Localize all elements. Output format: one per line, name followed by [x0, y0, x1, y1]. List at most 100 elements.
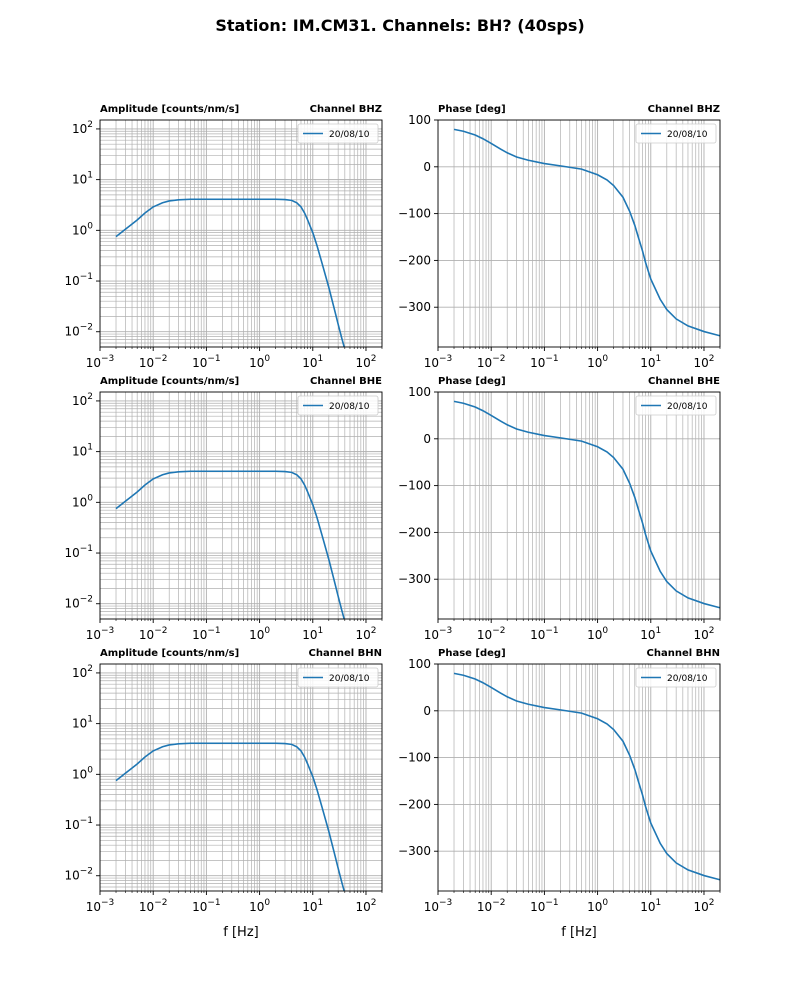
y-tick-label: 10−1 [64, 272, 93, 288]
legend-label: 20/08/10 [667, 674, 708, 684]
series-line [453, 128, 720, 337]
legend-label: 20/08/10 [329, 130, 370, 140]
channel-title: Channel BHE [310, 376, 382, 387]
x-axis-label: f [Hz] [223, 925, 258, 940]
x-tick-label: 10−2 [477, 626, 506, 642]
channel-title: Channel BHZ [310, 104, 382, 115]
chart-panel-amplitude-bhn: 10−3 10−2 10−1 100 101 102 10−2 10−1 100 101 102 Am… [64, 648, 383, 940]
y-tick-label: 101 [72, 715, 93, 731]
x-tick-label: 10−2 [139, 354, 168, 370]
legend-box [635, 395, 717, 416]
y-tick-label: −200 [398, 525, 431, 539]
x-tick-label: 101 [640, 626, 661, 642]
axes-frame [99, 391, 383, 620]
series-line [115, 470, 346, 619]
legend-box [297, 123, 379, 144]
y-tick-label: 102 [72, 392, 93, 408]
y-tick-label: 100 [408, 113, 431, 127]
y-tick-label: 101 [72, 443, 93, 459]
channel-title: Channel BHN [647, 648, 721, 659]
grid-lines [438, 392, 720, 619]
y-tick-label: 100 [72, 765, 93, 781]
series-line [453, 400, 720, 609]
series-line [453, 672, 720, 881]
x-tick-label: 10−1 [192, 354, 221, 370]
x-tick-label: 10−1 [192, 626, 221, 642]
grid-lines [438, 120, 720, 347]
x-tick-label: 100 [587, 354, 608, 370]
legend-box [635, 667, 717, 688]
page-title: Station: IM.CM31. Channels: BH? (40sps) [215, 16, 585, 35]
series-line [115, 198, 346, 347]
legend-label: 20/08/10 [329, 674, 370, 684]
panel-title-left: Phase [deg] [438, 376, 506, 387]
x-tick-label: 10−3 [424, 354, 453, 370]
legend-label: 20/08/10 [667, 130, 708, 140]
x-tick-label: 10−3 [424, 898, 453, 914]
x-tick-label: 10−1 [530, 626, 559, 642]
grid-lines [100, 392, 382, 619]
y-tick-label: −200 [398, 797, 431, 811]
y-tick-label: 101 [72, 171, 93, 187]
axes-frame [437, 663, 721, 892]
legend-label: 20/08/10 [667, 402, 708, 412]
panel-title-left: Amplitude [counts/nm/s] [100, 376, 239, 387]
legend-box [297, 395, 379, 416]
x-tick-label: 102 [355, 354, 376, 370]
panel-title-left: Amplitude [counts/nm/s] [100, 104, 239, 115]
x-tick-label: 10−1 [192, 898, 221, 914]
chart-panel-phase-bhz: 10−3 10−2 10−1 100 101 102 100 0 −100 −200 −300 Pha… [398, 104, 721, 370]
legend-box [635, 123, 717, 144]
y-tick-label: 102 [72, 120, 93, 136]
panel-title-left: Phase [deg] [438, 104, 506, 115]
y-tick-label: −200 [398, 253, 431, 267]
axes-frame [437, 119, 721, 348]
x-tick-label: 101 [640, 354, 661, 370]
y-tick-label: −100 [398, 207, 431, 221]
legend-label: 20/08/10 [329, 402, 370, 412]
y-tick-label: 102 [72, 664, 93, 680]
panel-title-left: Amplitude [counts/nm/s] [100, 648, 239, 659]
x-tick-label: 100 [587, 626, 608, 642]
x-tick-label: 102 [693, 626, 714, 642]
grid-lines [100, 664, 382, 891]
x-tick-label: 102 [355, 626, 376, 642]
axes-frame [437, 391, 721, 620]
grid-lines [438, 664, 720, 891]
x-tick-label: 100 [249, 354, 270, 370]
y-tick-label: −300 [398, 844, 431, 858]
y-tick-label: −100 [398, 751, 431, 765]
x-tick-label: 102 [693, 898, 714, 914]
y-tick-label: 10−2 [64, 595, 93, 611]
x-tick-label: 10−3 [86, 626, 115, 642]
legend-box [297, 667, 379, 688]
y-tick-label: 0 [423, 432, 431, 446]
x-tick-label: 101 [302, 898, 323, 914]
x-tick-label: 10−3 [86, 898, 115, 914]
axes-frame [99, 663, 383, 892]
channel-title: Channel BHE [648, 376, 720, 387]
y-tick-label: 10−2 [64, 323, 93, 339]
y-tick-label: −100 [398, 479, 431, 493]
y-tick-label: −300 [398, 572, 431, 586]
series-line [115, 742, 346, 891]
y-tick-label: 100 [72, 221, 93, 237]
x-tick-label: 100 [249, 626, 270, 642]
chart-panel-amplitude-bhz: 10−3 10−2 10−1 100 101 102 10−2 10−1 100 101 102 Am… [64, 104, 383, 370]
y-tick-label: 0 [423, 704, 431, 718]
x-tick-label: 10−3 [424, 626, 453, 642]
x-axis-label: f [Hz] [561, 925, 596, 940]
y-tick-label: 100 [72, 493, 93, 509]
y-tick-label: 100 [408, 657, 431, 671]
x-tick-label: 101 [302, 626, 323, 642]
y-tick-label: 10−1 [64, 544, 93, 560]
x-tick-label: 10−2 [477, 354, 506, 370]
x-tick-label: 10−3 [86, 354, 115, 370]
x-tick-label: 10−2 [477, 898, 506, 914]
x-tick-label: 10−1 [530, 354, 559, 370]
x-tick-label: 10−1 [530, 898, 559, 914]
x-tick-label: 10−2 [139, 898, 168, 914]
x-tick-label: 101 [302, 354, 323, 370]
grid-lines [100, 120, 382, 347]
